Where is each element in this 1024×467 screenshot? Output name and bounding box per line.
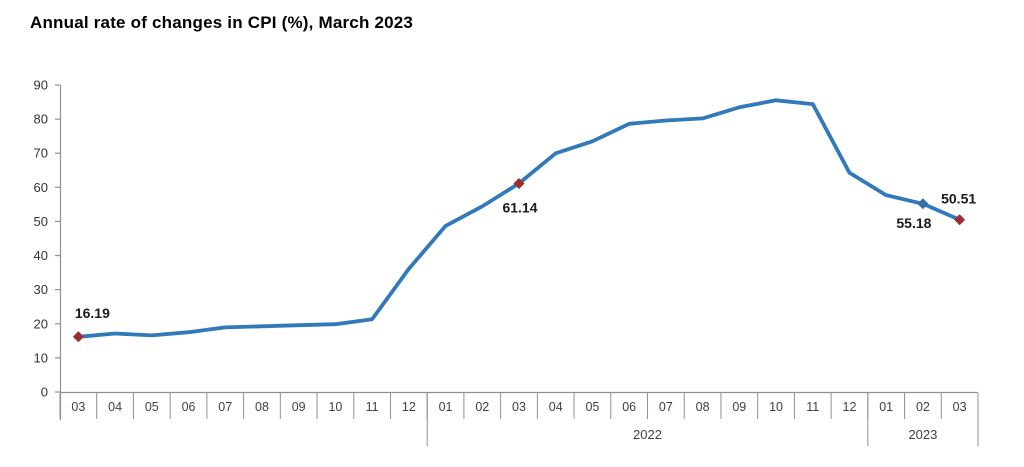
month-label: 01 [439, 400, 453, 414]
month-label: 01 [879, 400, 893, 414]
year-label: 2022 [633, 427, 662, 442]
year-label: 2023 [908, 427, 937, 442]
data-point-label: 50.51 [941, 191, 976, 207]
data-point-marker [954, 214, 966, 226]
month-label: 09 [732, 400, 746, 414]
month-label: 10 [769, 400, 783, 414]
y-axis-label: 30 [34, 282, 48, 297]
month-label: 10 [328, 400, 342, 414]
month-label: 11 [366, 400, 379, 414]
month-label: 12 [402, 400, 416, 414]
month-label: 03 [953, 400, 967, 414]
data-point-label: 55.18 [896, 215, 931, 231]
cpi-line-series [76, 98, 962, 339]
month-label: 05 [145, 400, 159, 414]
month-label: 09 [292, 400, 306, 414]
month-label: 12 [843, 400, 857, 414]
month-label: 08 [255, 400, 269, 414]
y-axis-label: 0 [41, 385, 48, 400]
data-point-marker [513, 177, 525, 189]
y-axis-label: 20 [34, 316, 48, 331]
month-label: 03 [71, 400, 85, 414]
month-label: 07 [218, 400, 232, 414]
month-label: 11 [806, 400, 819, 414]
month-label: 04 [108, 400, 122, 414]
y-axis-label: 70 [34, 146, 48, 161]
month-label: 03 [512, 400, 526, 414]
month-label: 06 [182, 400, 196, 414]
month-label: 04 [549, 400, 563, 414]
month-label: 02 [475, 400, 489, 414]
y-axis-label: 60 [34, 180, 48, 195]
y-axis-label: 50 [34, 214, 48, 229]
month-label: 06 [622, 400, 636, 414]
y-axis-label: 90 [34, 78, 48, 93]
y-axis-label: 80 [34, 112, 48, 127]
month-label: 02 [916, 400, 930, 414]
month-label: 08 [696, 400, 710, 414]
data-point-marker [917, 198, 929, 210]
month-label: 05 [585, 400, 599, 414]
data-point-label: 61.14 [502, 199, 537, 215]
data-point-label: 16.19 [75, 305, 110, 321]
y-axis-label: 40 [34, 248, 48, 263]
y-axis-label: 10 [34, 350, 48, 365]
data-point-marker [72, 331, 84, 343]
chart-title: Annual rate of changes in CPI (%), March… [30, 13, 414, 32]
month-label: 07 [659, 400, 673, 414]
